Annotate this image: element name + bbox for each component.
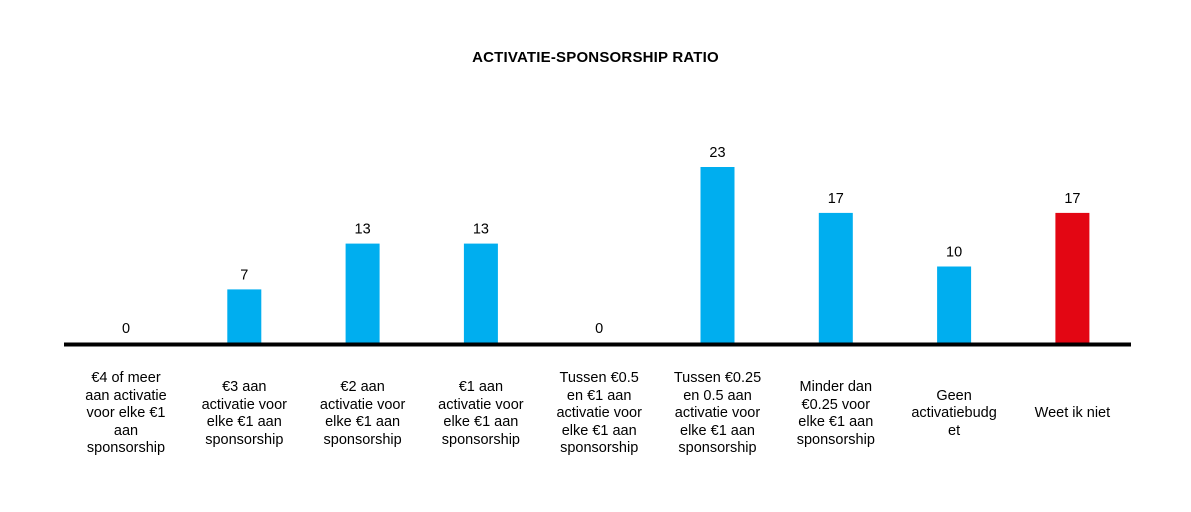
category-label-line: aan activatie xyxy=(85,387,167,404)
value-label-1: 0 xyxy=(122,321,130,337)
category-label-line: sponsorship xyxy=(205,431,284,448)
chart-title: ACTIVATIE-SPONSORSHIP RATIO xyxy=(472,49,719,66)
category-label-line: elke €1 aan xyxy=(561,422,637,439)
value-label-2: 7 xyxy=(240,267,248,283)
category-label-3: €2 aan activatie voor elke €1 aan sponsorsh… xyxy=(307,366,419,462)
category-label-line: Geen xyxy=(936,387,972,404)
value-label-6: 23 xyxy=(709,145,725,161)
category-label-8: Geen activatiebudg et xyxy=(898,366,1010,462)
category-label-line: elke €1 aan xyxy=(680,422,755,439)
value-label-9: 17 xyxy=(1064,191,1080,207)
value-label-8: 10 xyxy=(946,245,962,261)
category-label-line: activatie voor xyxy=(319,396,406,413)
category-label-line: sponsorship xyxy=(323,431,402,448)
category-label-line: sponsorship xyxy=(441,431,520,448)
category-label-line: activatie voor xyxy=(556,405,642,422)
bar-6 xyxy=(700,167,735,343)
bar-4 xyxy=(463,243,498,344)
value-label-3: 13 xyxy=(355,222,371,238)
category-label-line: elke €1 aan xyxy=(443,414,519,430)
category-label-7: Minder dan €0.25 voor elke €1 aan sponsorsh… xyxy=(780,366,892,462)
bar-8 xyxy=(937,266,972,343)
category-label-line: €1 aan xyxy=(458,379,504,395)
category-label-9: Weet ik niet xyxy=(1016,366,1128,462)
value-labels-group: 0 7 13 13 0 23 17 10 17 xyxy=(122,145,1081,337)
category-label-5: Tussen €0.5 en €1 aan activatie voor elke €… xyxy=(543,366,655,462)
category-label-2: €3 aan activatie voor elke €1 aan sponsorsh… xyxy=(188,366,300,462)
category-label-line: sponsorship xyxy=(560,440,639,457)
category-label-line: elke €1 aan xyxy=(798,414,874,430)
category-label-line: Minder dan xyxy=(799,379,873,395)
category-label-line: Weet ik niet xyxy=(1034,405,1111,422)
value-label-4: 13 xyxy=(473,222,489,238)
category-label-line: elke €1 aan xyxy=(325,414,401,430)
category-label-line: activatiebudg xyxy=(911,405,997,422)
category-label-line: en €1 aan xyxy=(566,387,632,404)
value-label-7: 17 xyxy=(828,191,844,207)
category-label-line: €4 of meer xyxy=(91,370,161,387)
category-label-6: Tussen €0.25 en 0.5 aan activatie voor elke… xyxy=(662,366,774,462)
bar-3 xyxy=(345,243,380,344)
category-label-line: €3 aan xyxy=(222,379,267,395)
category-label-line: activatie voor xyxy=(438,396,524,413)
category-label-line: Tussen €0.5 xyxy=(559,370,639,387)
category-label-line: sponsorship xyxy=(796,431,875,448)
category-label-line: voor elke €1 xyxy=(86,405,166,422)
category-label-line: elke €1 aan xyxy=(206,414,282,430)
category-label-line: €2 aan xyxy=(340,379,385,395)
value-label-5: 0 xyxy=(595,321,603,337)
category-label-1: €4 of meer aan activatie voor elke €1 aan sp… xyxy=(70,366,182,462)
category-label-line: en 0.5 aan xyxy=(683,387,752,404)
category-label-line: aan xyxy=(113,422,139,439)
category-label-line: activatie voor xyxy=(201,396,288,413)
category-label-line: sponsorship xyxy=(678,440,757,457)
category-label-4: €1 aan activatie voor elke €1 aan sponsorsh… xyxy=(425,366,537,462)
bar-9 xyxy=(1055,212,1090,343)
bar-2 xyxy=(227,289,262,343)
category-label-line: sponsorship xyxy=(86,440,166,457)
bar-7 xyxy=(818,212,853,343)
category-label-line: €0.25 voor xyxy=(801,396,871,413)
category-label-line: et xyxy=(948,422,961,439)
bars-group xyxy=(227,167,1090,344)
category-label-line: activatie voor xyxy=(674,405,761,422)
category-label-line: Tussen €0.25 xyxy=(673,370,762,387)
